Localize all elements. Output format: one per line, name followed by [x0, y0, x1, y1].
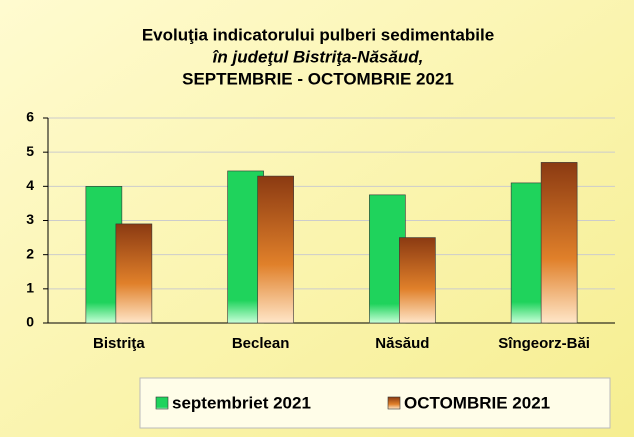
x-tick-label: Sîngeorz-Băi	[498, 335, 590, 352]
bar	[399, 237, 436, 324]
bar	[257, 175, 294, 324]
y-tick-label: 4	[26, 177, 34, 193]
legend-label: septembriet 2021	[172, 393, 311, 412]
y-tick-label: 1	[26, 280, 34, 296]
y-tick-label: 6	[26, 109, 34, 125]
y-tick-label: 0	[26, 314, 34, 330]
x-tick-label: Năsăud	[375, 335, 429, 352]
legend	[139, 377, 611, 429]
y-tick-label: 2	[26, 245, 34, 261]
legend-label: OCTOMBRIE 2021	[404, 393, 550, 412]
chart-title: SEPTEMBRIE - OCTOMBRIE 2021	[182, 69, 454, 88]
y-tick-label: 5	[26, 143, 34, 159]
legend-swatch	[387, 396, 401, 410]
x-tick-label: Beclean	[232, 335, 290, 352]
chart-title: în judeţul Bistriţa-Năsăud,	[213, 47, 424, 66]
bar	[540, 162, 578, 324]
x-tick-label: Bistriţa	[93, 335, 145, 352]
legend-swatch	[155, 396, 169, 410]
bar	[115, 223, 153, 324]
y-tick-label: 3	[26, 211, 34, 227]
chart-title: Evoluţia indicatorului pulberi sedimenta…	[142, 25, 494, 44]
